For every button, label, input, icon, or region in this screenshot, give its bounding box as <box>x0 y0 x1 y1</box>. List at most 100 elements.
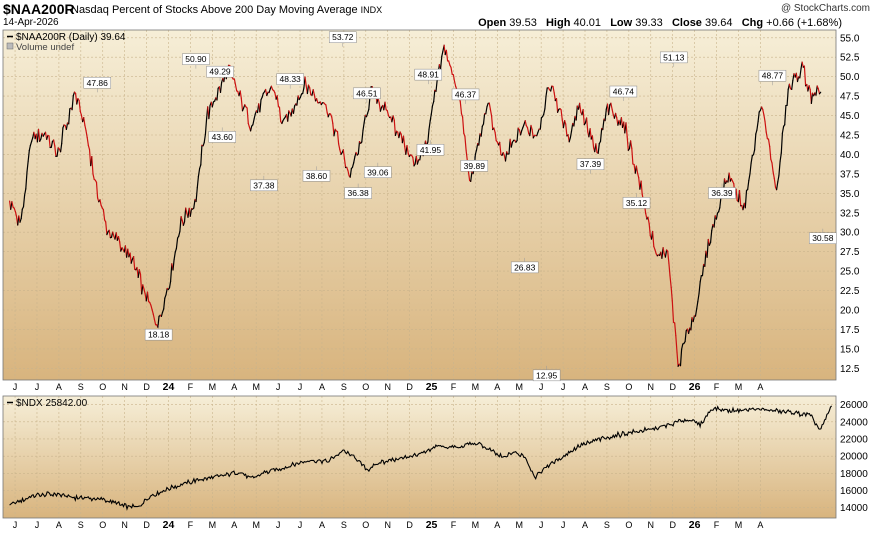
peak-label: 43.60 <box>208 127 236 143</box>
peak-label-text: 36.38 <box>347 188 369 198</box>
peak-label: 36.38 <box>344 183 372 199</box>
breadth-series-segment <box>762 108 765 116</box>
breadth-series-segment <box>786 88 789 106</box>
breadth-series-segment <box>781 125 785 134</box>
breadth-series-segment <box>680 343 684 350</box>
breadth-series-segment <box>343 157 347 169</box>
breadth-series-segment <box>368 96 371 111</box>
breadth-series-segment <box>470 171 473 182</box>
breadth-series-segment <box>595 143 598 154</box>
breadth-series-segment <box>22 194 26 208</box>
breadth-series-segment <box>379 106 383 112</box>
breadth-series-segment <box>671 300 675 323</box>
breadth-x-month-label: A <box>56 382 62 392</box>
breadth-series-segment <box>25 171 28 190</box>
breadth-series-segment <box>46 134 49 140</box>
breadth-series-segment <box>270 85 274 91</box>
breadth-series-segment <box>193 198 196 209</box>
breadth-x-month-label: D <box>669 382 676 392</box>
breadth-series-segment <box>675 335 678 353</box>
breadth-series-segment <box>431 100 435 107</box>
breadth-series-segment <box>539 117 543 130</box>
legend-ndx: $NDX 25842.00 <box>16 398 88 409</box>
breadth-series-segment <box>208 105 211 120</box>
breadth-series-segment <box>142 284 145 290</box>
breadth-series-segment <box>302 87 305 95</box>
breadth-series-segment <box>20 208 23 220</box>
breadth-series-segment <box>304 76 307 87</box>
peak-label-text: 51.13 <box>663 52 685 62</box>
breadth-series-segment <box>292 105 296 114</box>
breadth-series-segment <box>450 66 453 75</box>
breadth-x-month-label: M <box>209 382 217 392</box>
breadth-series-segment <box>749 162 752 175</box>
breadth-series-segment <box>146 291 150 303</box>
breadth-y-tick-label: 42.5 <box>840 131 860 142</box>
breadth-series-segment <box>552 85 555 94</box>
breadth-y-tick-label: 12.5 <box>840 364 860 375</box>
breadth-series-segment <box>545 87 548 97</box>
ndx-series <box>9 405 833 511</box>
breadth-series-segment <box>361 129 364 143</box>
peak-label: 46.37 <box>451 88 480 104</box>
peak-label: 36.39 <box>708 183 736 199</box>
breadth-series-segment <box>631 147 634 165</box>
breadth-series-segment <box>59 142 63 153</box>
breadth-x-month-label: J <box>13 382 18 392</box>
breadth-panel: 12.5 15.0 17.5 20.0 22.5 25.0 27.5 30.0 32.5 35.0… <box>2 29 860 393</box>
breadth-series-segment <box>565 123 568 137</box>
breadth-x-month-label: A <box>494 382 500 392</box>
breadth-series-segment <box>709 230 713 243</box>
breadth-series-segment <box>697 293 700 303</box>
breadth-series-segment <box>464 135 467 151</box>
breadth-series-segment <box>384 101 387 111</box>
breadth-series-segment <box>325 104 328 113</box>
breadth-series-segment <box>84 124 87 132</box>
breadth-series-segment <box>61 127 64 144</box>
breadth-series-segment <box>810 92 814 105</box>
breadth-series-segment <box>246 107 249 125</box>
breadth-series-segment <box>338 143 341 151</box>
breadth-series-segment <box>164 294 167 299</box>
peak-label: 12.95 <box>532 365 561 382</box>
breadth-series-segment <box>86 136 90 147</box>
breadth-series-segment <box>701 263 705 277</box>
breadth-series-segment <box>480 125 483 137</box>
peak-label-text: 48.77 <box>762 71 784 81</box>
breadth-series-segment <box>189 208 193 217</box>
ndx-x-month-label: M <box>252 520 260 530</box>
ndx-panel-border <box>2 395 837 519</box>
ndx-x-month-label: A <box>757 520 763 530</box>
breadth-series-segment <box>54 145 57 157</box>
ndx-x-month-label: M <box>472 520 480 530</box>
ndx-x-month-label: O <box>99 520 106 530</box>
breadth-series-segment <box>13 207 16 213</box>
breadth-series-segment <box>817 88 821 95</box>
breadth-series-segment <box>462 116 465 134</box>
breadth-series-segment <box>151 309 154 315</box>
breadth-series-segment <box>640 180 643 195</box>
breadth-x-month-label: J <box>561 382 566 392</box>
breadth-series-segment <box>784 104 787 126</box>
breadth-series-segment <box>299 93 303 98</box>
breadth-x-month-label: 25 <box>426 381 438 393</box>
breadth-x-month-label: J <box>298 382 303 392</box>
stockcharts-credit[interactable]: @ StockCharts.com <box>780 3 870 14</box>
volume-swatch <box>6 42 14 50</box>
breadth-series-segment <box>204 118 208 135</box>
breadth-series-segment <box>441 50 444 57</box>
breadth-series-segment <box>56 147 59 157</box>
breadth-series-segment <box>679 348 683 367</box>
breadth-series-segment <box>575 105 578 121</box>
breadth-series-segment <box>363 114 366 124</box>
breadth-series-segment <box>808 85 811 91</box>
chg-value: +0.66 (+1.68%) <box>766 17 842 29</box>
ndx-x-month-label: A <box>319 520 325 530</box>
breadth-series-segment <box>200 144 203 166</box>
breadth-series-segment <box>544 95 547 110</box>
ndx-y-tick-label: 22000 <box>840 434 868 445</box>
peak-label: 39.06 <box>364 162 392 179</box>
ndx-x-month-label: A <box>231 520 237 530</box>
ohlc-readout: Open 39.53 High 40.01 Low 39.33 Close 39… <box>478 17 842 29</box>
ndx-x-month-label: J <box>35 520 40 530</box>
